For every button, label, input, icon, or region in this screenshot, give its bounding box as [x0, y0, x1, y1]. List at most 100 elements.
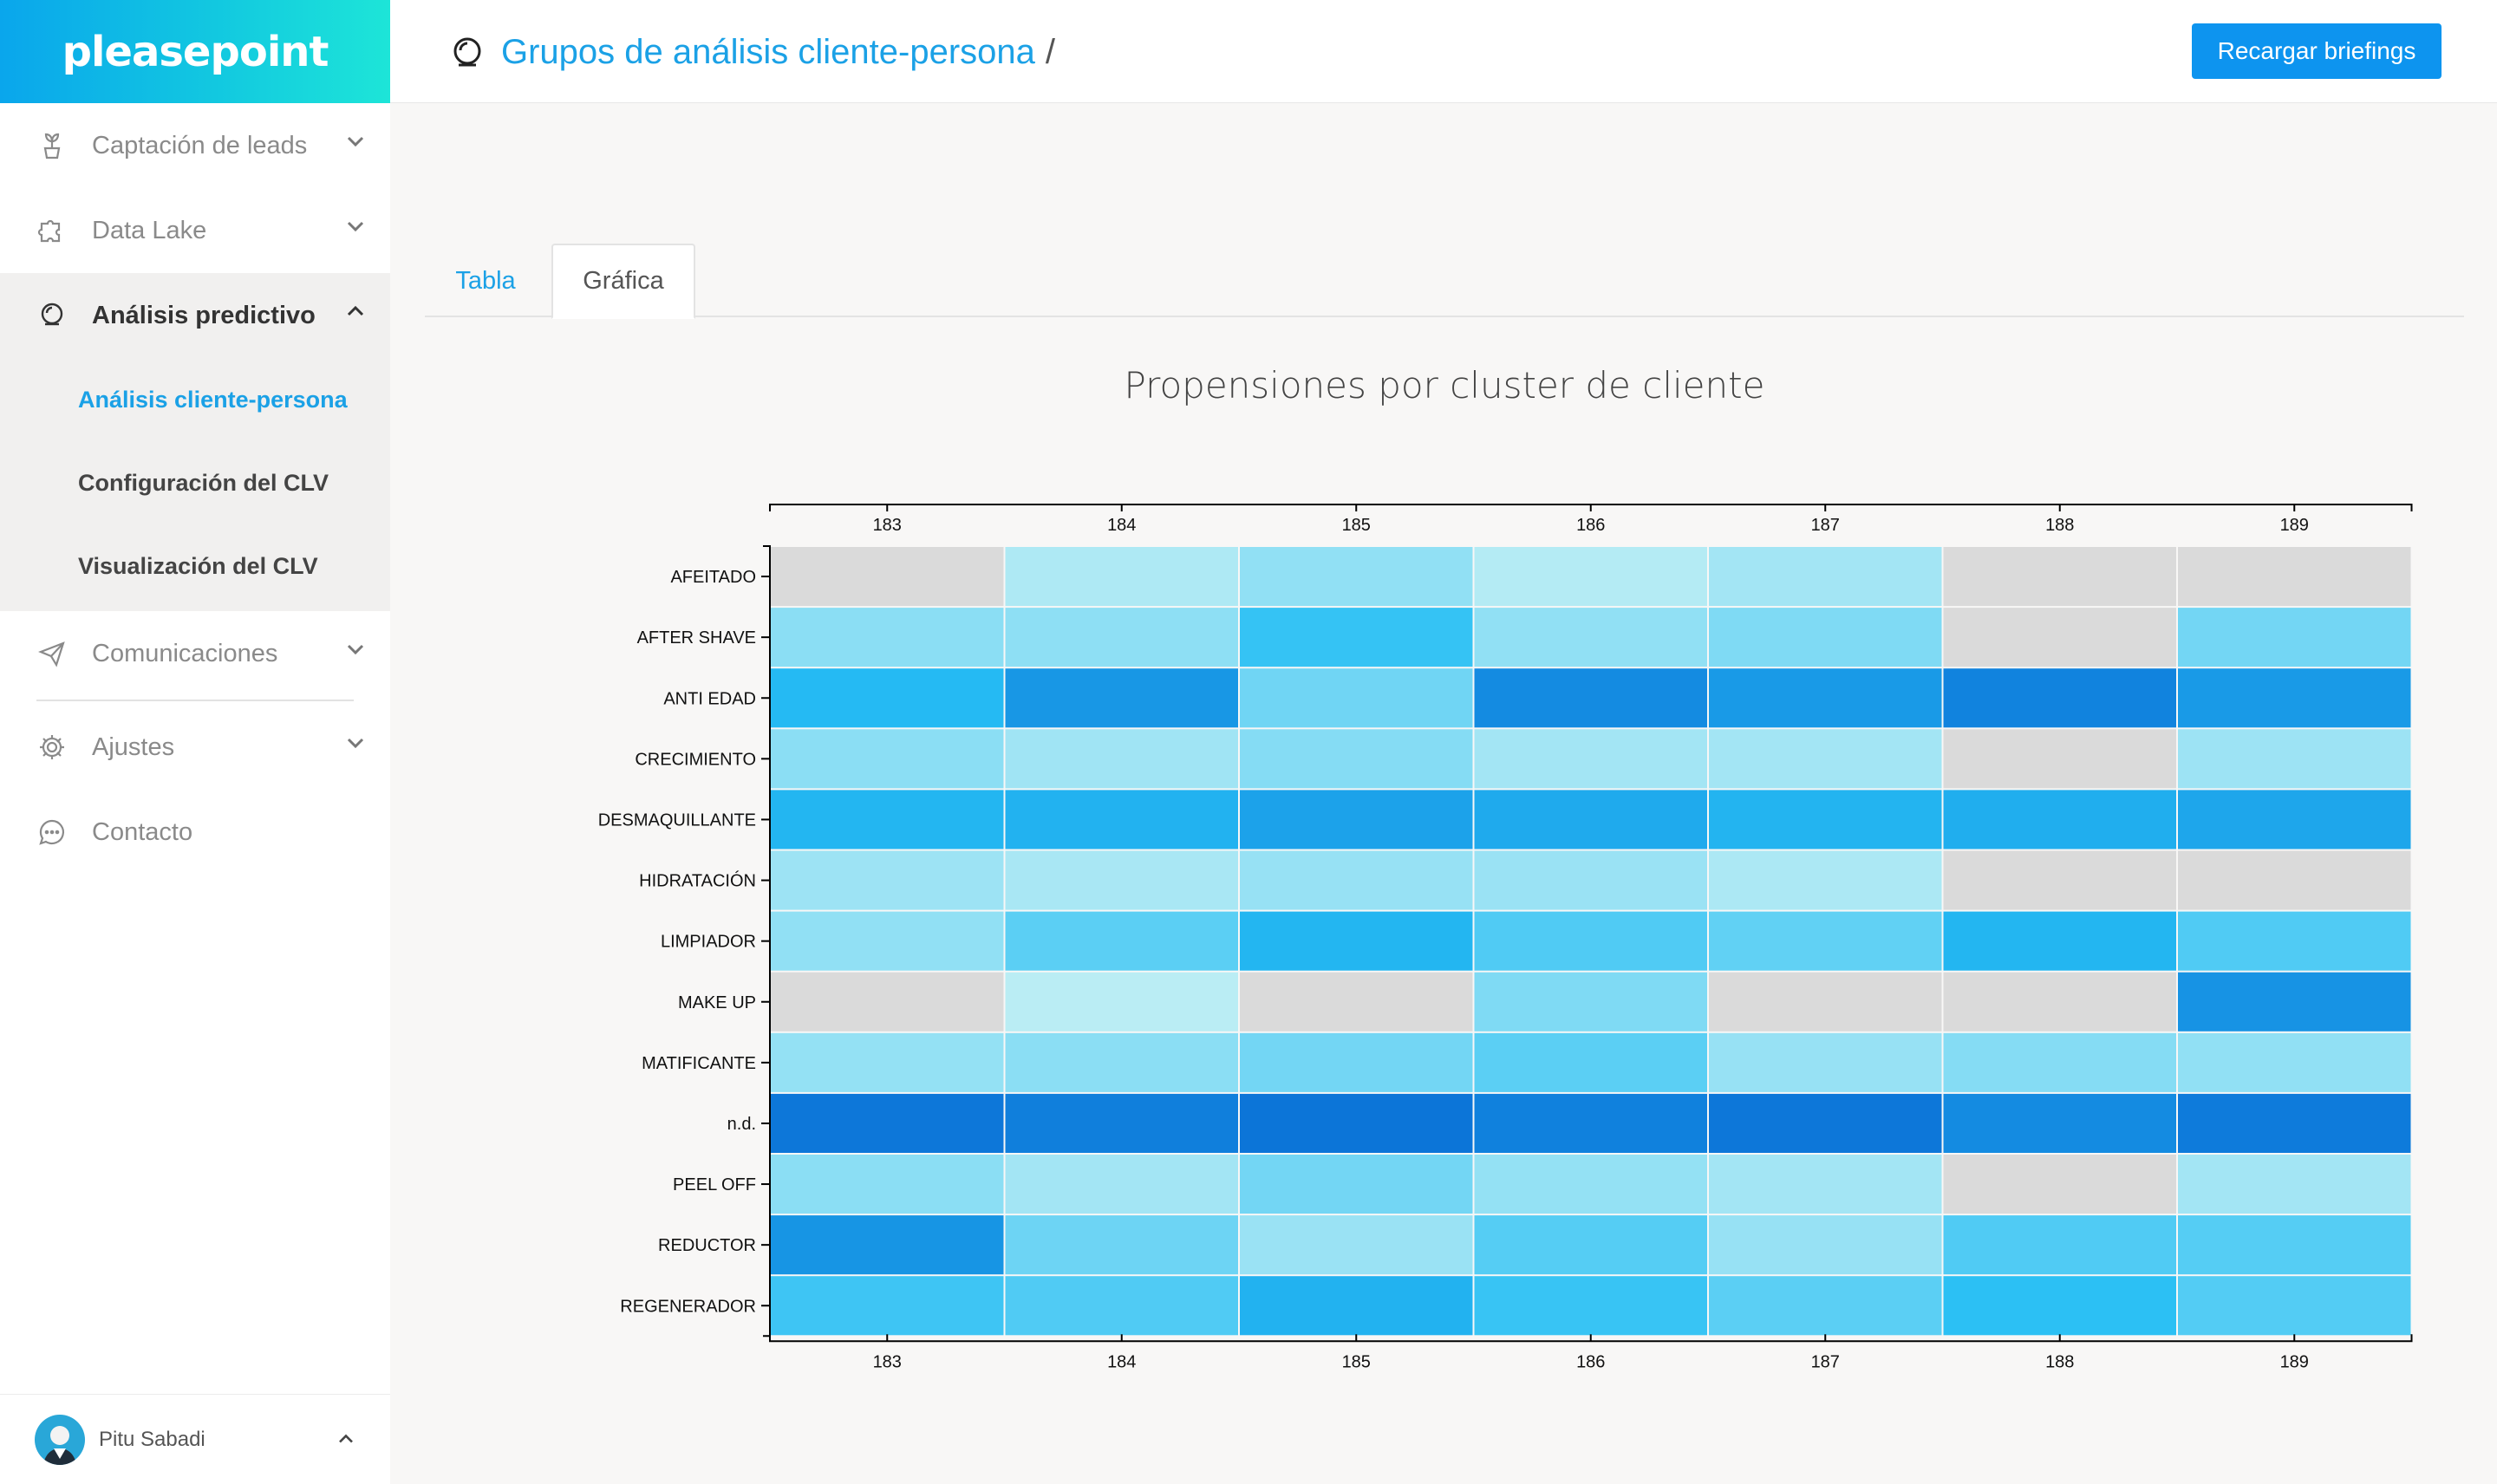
heatmap-cell [1474, 608, 1707, 667]
heatmap-cell [2178, 1155, 2411, 1214]
heatmap-cell [1709, 1032, 1942, 1092]
heatmap-cell [1709, 850, 1942, 910]
sidebar-item-data-lake[interactable]: Data Lake [0, 188, 390, 273]
sidebar-subitem-visualizacion-clv[interactable]: Visualización del CLV [78, 552, 318, 579]
view-tabs: Tabla Gráfica [425, 244, 2464, 319]
heatmap-cell [2178, 972, 2411, 1032]
heatmap-cell [1709, 1276, 1942, 1336]
heatmap-cell [771, 1215, 1004, 1275]
heatmap-cell [771, 729, 1004, 789]
heatmap-cell [1474, 1215, 1707, 1275]
page-header: Grupos de análisis cliente-persona / Rec… [390, 0, 2497, 103]
heatmap-cell [2178, 1215, 2411, 1275]
heatmap-cell [1005, 1093, 1238, 1153]
heatmap-cell [1005, 608, 1238, 667]
heatmap-cell [1240, 1032, 1473, 1092]
heatmap-cell [1943, 972, 2176, 1032]
crystal-ball-icon [36, 300, 68, 331]
heatmap-cell [1943, 608, 2176, 667]
heatmap-cell [2178, 608, 2411, 667]
sidebar-subnav: Análisis cliente-persona Configuración d… [0, 358, 390, 611]
heatmap-cell [1943, 729, 2176, 789]
tab-grafica[interactable]: Gráfica [551, 244, 695, 319]
heatmap-cell [1005, 1155, 1238, 1214]
heatmap-cell [1709, 608, 1942, 667]
y-tick-label: DESMAQUILLANTE [598, 810, 756, 830]
heatmap-cell [1474, 911, 1707, 971]
y-tick-label: ANTI EDAD [663, 689, 756, 708]
heatmap-cell [2178, 668, 2411, 728]
sidebar-subitem-analisis-cliente-persona[interactable]: Análisis cliente-persona [78, 386, 348, 413]
sidebar-item-ajustes[interactable]: Ajustes [0, 705, 390, 790]
x-tick-label-top: 188 [2045, 516, 2074, 535]
heatmap-cell [1240, 1276, 1473, 1336]
sidebar-item-analisis-predictivo[interactable]: Análisis predictivo [0, 273, 390, 358]
breadcrumb-link[interactable]: Grupos de análisis cliente-persona [501, 33, 1035, 71]
heatmap-cell [1005, 1032, 1238, 1092]
sidebar-item-contacto[interactable]: Contacto [0, 790, 390, 875]
y-tick-label: n.d. [727, 1115, 756, 1134]
heatmap-cell [771, 1276, 1004, 1336]
heatmap-cell [2178, 1093, 2411, 1153]
heatmap-cell [1943, 1032, 2176, 1092]
heatmap-cell [1005, 850, 1238, 910]
heatmap-cell [1240, 1155, 1473, 1214]
heatmap-cell [1709, 729, 1942, 789]
heatmap-cell [1240, 790, 1473, 849]
heatmap-cell [1943, 1155, 2176, 1214]
sidebar-item-captacion[interactable]: Captación de leads [0, 103, 390, 188]
y-tick-label: MATIFICANTE [642, 1054, 756, 1073]
y-tick-label: CRECIMIENTO [635, 750, 756, 769]
tab-tabla[interactable]: Tabla [455, 267, 516, 295]
heatmap-cell [2178, 850, 2411, 910]
chart-title: Propensiones por cluster de cliente [1124, 364, 1765, 407]
y-tick-label: AFTER SHAVE [637, 628, 756, 648]
heatmap-cell [771, 850, 1004, 910]
chevron-down-icon [347, 644, 364, 655]
heatmap-cell [1240, 668, 1473, 728]
heatmap-cell [2178, 1032, 2411, 1092]
paper-plane-icon [36, 638, 68, 669]
sidebar-item-label: Contacto [92, 817, 193, 846]
heatmap-cell [771, 1032, 1004, 1092]
sidebar-item-comunicaciones[interactable]: Comunicaciones [0, 611, 390, 696]
heatmap-cell [1005, 911, 1238, 971]
x-tick-label-bottom: 187 [1811, 1352, 1840, 1371]
heatmap-cell [1005, 547, 1238, 607]
logo[interactable]: pleasepoint [0, 0, 390, 103]
x-tick-label-bottom: 186 [1576, 1352, 1605, 1371]
heatmap-cell [771, 608, 1004, 667]
x-tick-label-bottom: 183 [873, 1352, 902, 1371]
heatmap-cell [771, 1155, 1004, 1214]
sidebar-subitem-configuracion-clv[interactable]: Configuración del CLV [78, 469, 329, 496]
heatmap-cell [1943, 911, 2176, 971]
heatmap-cell [1240, 911, 1473, 971]
sidebar-item-label: Comunicaciones [92, 639, 278, 667]
user-menu[interactable]: Pitu Sabadi [0, 1394, 390, 1484]
y-tick-label: LIMPIADOR [661, 933, 756, 952]
heatmap-cell [1474, 1093, 1707, 1153]
heatmap-cell [771, 972, 1004, 1032]
chevron-down-icon [347, 738, 364, 749]
heatmap-cell [1943, 1276, 2176, 1336]
heatmap-cell [1005, 668, 1238, 728]
x-tick-label-bottom: 184 [1107, 1352, 1136, 1371]
heatmap-cell [1709, 547, 1942, 607]
heatmap-cell [1474, 547, 1707, 607]
chat-bubble-icon [36, 817, 68, 848]
heatmap-cell [1240, 972, 1473, 1032]
y-tick-label: MAKE UP [678, 993, 756, 1012]
y-tick-label: HIDRATACIÓN [639, 871, 756, 891]
sidebar: pleasepoint Captación de leads Data Lake… [0, 0, 390, 1484]
heatmap-cell [1943, 547, 2176, 607]
heatmap-cell [2178, 1276, 2411, 1336]
heatmap-cell [1943, 1215, 2176, 1275]
gear-icon [36, 732, 68, 763]
x-tick-label-top: 189 [2280, 516, 2309, 535]
logo-text: pleasepoint [62, 27, 329, 76]
heatmap-cell [771, 911, 1004, 971]
breadcrumb-separator: / [1045, 33, 1056, 71]
heatmap-cell [1709, 668, 1942, 728]
heatmap-cell [1943, 668, 2176, 728]
reload-briefings-button[interactable]: Recargar briefings [2192, 23, 2442, 79]
